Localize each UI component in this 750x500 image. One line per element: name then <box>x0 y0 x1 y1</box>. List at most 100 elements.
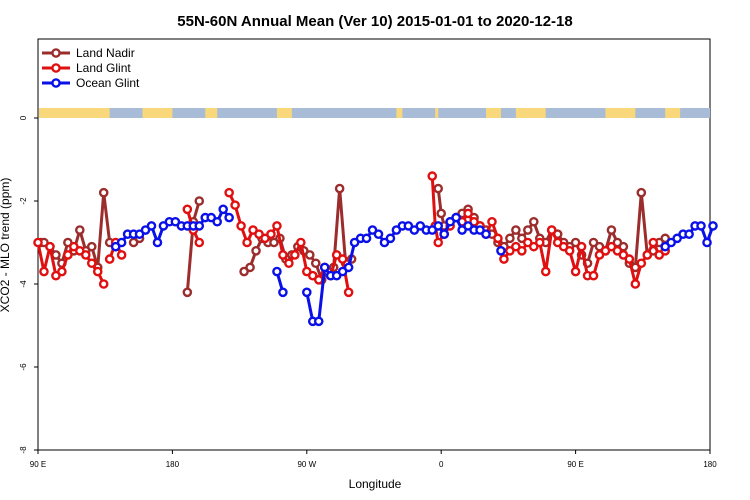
data-point-land-glint <box>576 241 587 252</box>
x-tick-label: 180 <box>703 460 717 469</box>
chart-title: 55N-60N Annual Mean (Ver 10) 2015-01-01 … <box>177 13 572 30</box>
data-point-land-glint <box>296 237 306 248</box>
data-point-ocean-glint <box>708 221 718 231</box>
data-point-land-glint <box>564 245 575 256</box>
data-point-land-glint <box>337 254 348 264</box>
data-point-ocean-glint <box>194 221 205 231</box>
ocean-band-segment <box>635 108 666 118</box>
data-point-ocean-glint <box>152 237 163 248</box>
series-layer <box>33 171 718 327</box>
data-point-land-nadir <box>511 225 521 235</box>
data-point-land-glint <box>427 171 438 181</box>
ocean-band-segment <box>291 108 397 118</box>
data-point-land-glint <box>534 237 545 248</box>
data-point-land-glint <box>624 254 635 264</box>
data-point-land-glint <box>224 187 234 198</box>
data-point-ocean-glint <box>301 287 312 298</box>
data-point-ocean-glint <box>146 221 157 231</box>
data-point-land-glint <box>642 250 653 260</box>
data-point-ocean-glint <box>218 204 228 215</box>
data-point-land-glint <box>242 237 252 248</box>
data-point-land-nadir <box>528 216 539 227</box>
y-tick-label: -2 <box>19 197 28 205</box>
data-point-land-nadir <box>505 233 515 244</box>
ocean-band-segment <box>109 108 143 118</box>
data-point-ocean-glint <box>439 229 449 239</box>
data-point-land-nadir <box>433 183 444 194</box>
data-point-ocean-glint <box>278 287 288 298</box>
data-point-land-glint <box>92 266 103 277</box>
data-point-land-glint <box>45 241 55 252</box>
data-point-land-glint <box>570 266 581 277</box>
data-point-land-glint <box>546 225 557 235</box>
data-point-land-glint <box>493 233 503 244</box>
data-point-land-glint <box>33 237 43 248</box>
data-point-ocean-glint <box>684 229 694 239</box>
data-point-ocean-glint <box>373 229 384 239</box>
data-point-land-nadir <box>334 183 345 194</box>
data-point-land-glint <box>194 237 205 248</box>
data-point-land-glint <box>230 200 240 210</box>
legend-label-land-glint: Land Glint <box>76 61 131 75</box>
y-tick-label: -6 <box>19 363 28 371</box>
data-point-land-glint <box>182 204 193 215</box>
series-ocean-glint <box>110 204 718 327</box>
data-point-land-nadir <box>251 245 261 256</box>
y-axis-label: XCO2 - MLO trend (ppm) <box>0 178 12 313</box>
data-point-land-nadir <box>436 208 447 219</box>
y-tick-label: -4 <box>19 280 28 288</box>
ocean-band-segment <box>500 108 516 118</box>
data-point-land-nadir <box>194 196 205 206</box>
x-axis-label: Longitude <box>349 477 402 491</box>
data-point-land-glint <box>517 245 527 256</box>
x-axis: 90 E 180 90 W 0 90 E 180 <box>30 450 717 469</box>
data-point-land-nadir <box>636 187 647 198</box>
data-point-ocean-glint <box>212 216 222 227</box>
data-point-ocean-glint <box>272 266 282 277</box>
data-point-land-glint <box>487 216 497 227</box>
data-point-land-nadir <box>523 225 533 235</box>
legend-marker-ocean-glint <box>51 78 61 88</box>
data-point-land-glint <box>86 258 97 269</box>
data-point-land-glint <box>290 250 300 260</box>
data-point-land-nadir <box>182 287 193 298</box>
data-point-land-nadir <box>245 262 255 273</box>
data-point-ocean-glint <box>481 229 491 239</box>
data-point-land-glint <box>236 221 246 231</box>
data-point-ocean-glint <box>433 221 444 231</box>
y-tick-label: -8 <box>19 446 28 454</box>
data-point-land-glint <box>463 208 473 219</box>
data-point-land-nadir <box>310 258 321 269</box>
data-point-land-glint <box>104 254 115 264</box>
ocean-band-segment <box>545 108 606 118</box>
data-point-ocean-glint <box>319 262 330 273</box>
data-point-land-nadir <box>98 187 109 198</box>
data-point-land-glint <box>278 250 288 260</box>
data-point-ocean-glint <box>361 233 372 244</box>
data-point-land-glint <box>80 250 91 260</box>
ocean-band-segment <box>438 108 486 118</box>
data-point-land-glint <box>499 254 509 264</box>
data-point-land-glint <box>630 279 641 289</box>
ocean-band-segment <box>402 108 436 118</box>
x-tick-label: 0 <box>439 460 444 469</box>
data-point-land-glint <box>116 250 127 260</box>
legend-label-land-nadir: Land Nadir <box>76 46 135 60</box>
data-point-ocean-glint <box>696 221 706 231</box>
data-point-land-glint <box>648 237 659 248</box>
data-point-land-glint <box>266 229 276 239</box>
y-tick-label: 0 <box>19 115 28 120</box>
data-point-land-glint <box>636 258 647 269</box>
data-point-ocean-glint <box>313 316 324 327</box>
data-point-land-glint <box>588 270 599 281</box>
ocean-band-segment <box>217 108 277 118</box>
data-point-land-nadir <box>86 241 97 252</box>
data-point-ocean-glint <box>451 212 461 223</box>
data-point-land-nadir <box>304 250 315 260</box>
data-point-land-glint <box>63 250 73 260</box>
data-point-land-glint <box>313 275 324 285</box>
data-point-ocean-glint <box>343 262 354 273</box>
data-point-land-glint <box>57 266 67 277</box>
